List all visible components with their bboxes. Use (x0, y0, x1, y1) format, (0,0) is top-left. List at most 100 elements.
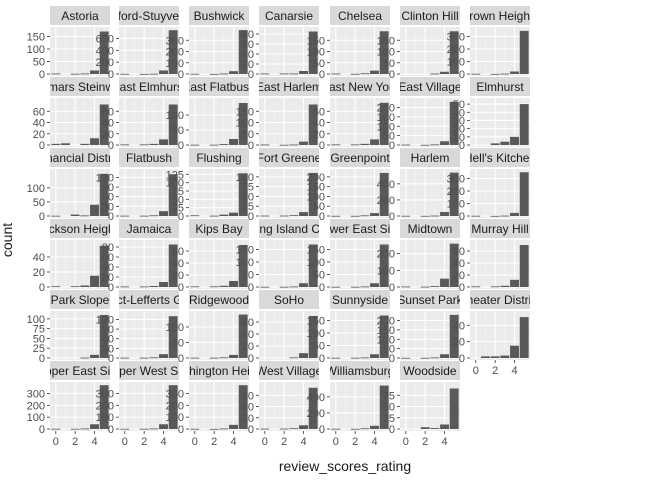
y-tick-label: 0 (178, 140, 184, 152)
y-tick-label: 40 (313, 118, 325, 130)
y-tick-label: 50 (313, 58, 325, 70)
y-tick-label: 40 (453, 258, 465, 270)
facet-strip (189, 219, 249, 238)
histogram-bar (370, 213, 379, 216)
histogram-bar (308, 387, 318, 429)
histogram-bar (120, 286, 130, 288)
facet-strip (400, 290, 460, 309)
histogram-bar (360, 215, 370, 217)
histogram-bar (500, 355, 510, 358)
facet-label: Kips Bay (195, 222, 242, 236)
x-tick-label: 2 (211, 436, 217, 448)
histogram-bar (370, 139, 379, 145)
facet-label: Ditmars Steinway (33, 80, 126, 94)
y-tick-label: 200 (377, 103, 395, 115)
histogram-bar (229, 212, 238, 216)
y-tick-label: 60 (102, 252, 114, 264)
y-tick-label: 400 (307, 392, 325, 404)
y-tick-label: 75 (242, 182, 254, 194)
facet-strip (189, 290, 249, 309)
y-tick-label: 150 (236, 106, 254, 118)
y-tick-label: 200 (166, 47, 184, 59)
facet-strip (259, 361, 319, 380)
facet-strip (50, 6, 110, 25)
y-tick-label: 150 (307, 182, 325, 194)
histogram-bar (471, 286, 481, 288)
facet-panel: Financial District 0 50 100 (27, 148, 110, 223)
y-tick-label: 0 (178, 211, 184, 223)
histogram-bar (430, 286, 440, 287)
facet-label: Prospect-Lefferts Gardens (79, 293, 220, 307)
histogram-bar (209, 73, 219, 75)
y-tick-label: 75 (172, 186, 184, 198)
facet-label: West Village (256, 364, 323, 378)
x-tick-label: 2 (141, 436, 147, 448)
histogram-bar (299, 71, 308, 74)
facet-strip (259, 6, 319, 25)
y-tick-label: 50 (313, 341, 325, 353)
y-axis-title: count (0, 223, 15, 257)
histogram-bar (500, 141, 510, 145)
facet-strip (470, 77, 530, 96)
histogram-bar (80, 215, 90, 217)
histogram-bar (401, 357, 411, 359)
histogram-bar (308, 104, 318, 145)
histogram-bar (190, 215, 200, 217)
y-tick-label: 100 (27, 412, 45, 424)
facet-strip (330, 290, 390, 309)
y-tick-label: 10 (453, 132, 465, 144)
histogram-bar (440, 141, 449, 145)
y-tick-label: 80 (242, 29, 254, 41)
histogram-bar (308, 31, 318, 74)
y-tick-label: 20 (102, 272, 114, 284)
histogram-bar (299, 141, 308, 145)
facet-strip (50, 148, 110, 167)
histogram-bar (308, 316, 318, 358)
y-tick-label: 60 (33, 106, 45, 118)
facet-strip (119, 6, 179, 25)
y-tick-label: 20 (33, 129, 45, 141)
y-tick-label: 20 (453, 124, 465, 136)
y-tick-label: 20 (453, 337, 465, 349)
y-tick-label: 40 (172, 258, 184, 270)
y-tick-label: 50 (33, 197, 45, 209)
y-tick-label: 0 (39, 424, 45, 436)
y-tick-label: 50 (172, 194, 184, 206)
histogram-bar (219, 144, 229, 145)
histogram-bar (289, 144, 299, 146)
facet-label: Upper West Side (104, 364, 195, 378)
y-tick-label: 100 (447, 199, 465, 211)
y-tick-label: 150 (27, 32, 45, 44)
histogram-bar (449, 388, 459, 429)
histogram-bar (90, 424, 99, 429)
histogram-bar (51, 286, 61, 288)
histogram-bar (238, 314, 248, 358)
y-tick-label: 200 (377, 316, 395, 328)
y-tick-label: 30 (102, 343, 114, 355)
facet-strip (119, 219, 179, 238)
histogram-bar (490, 73, 500, 75)
histogram-bar (229, 71, 238, 74)
y-tick-label: 0 (389, 282, 395, 294)
histogram-bar (370, 70, 379, 74)
histogram-bar (519, 245, 529, 287)
histogram-bar (90, 275, 99, 287)
facet-strip (119, 77, 179, 96)
y-tick-label: 50 (242, 129, 254, 141)
y-tick-label: 20 (313, 129, 325, 141)
histogram-bar (471, 215, 481, 217)
y-tick-label: 40 (102, 262, 114, 274)
y-tick-label: 30 (102, 201, 114, 213)
histogram-bar (481, 356, 490, 358)
x-tick-label: 0 (192, 436, 198, 448)
histogram-bar (51, 73, 61, 75)
y-tick-label: 0 (248, 211, 254, 223)
facet-label: Canarsie (265, 9, 313, 23)
histogram-bar (379, 244, 389, 287)
histogram-bar (360, 428, 370, 430)
